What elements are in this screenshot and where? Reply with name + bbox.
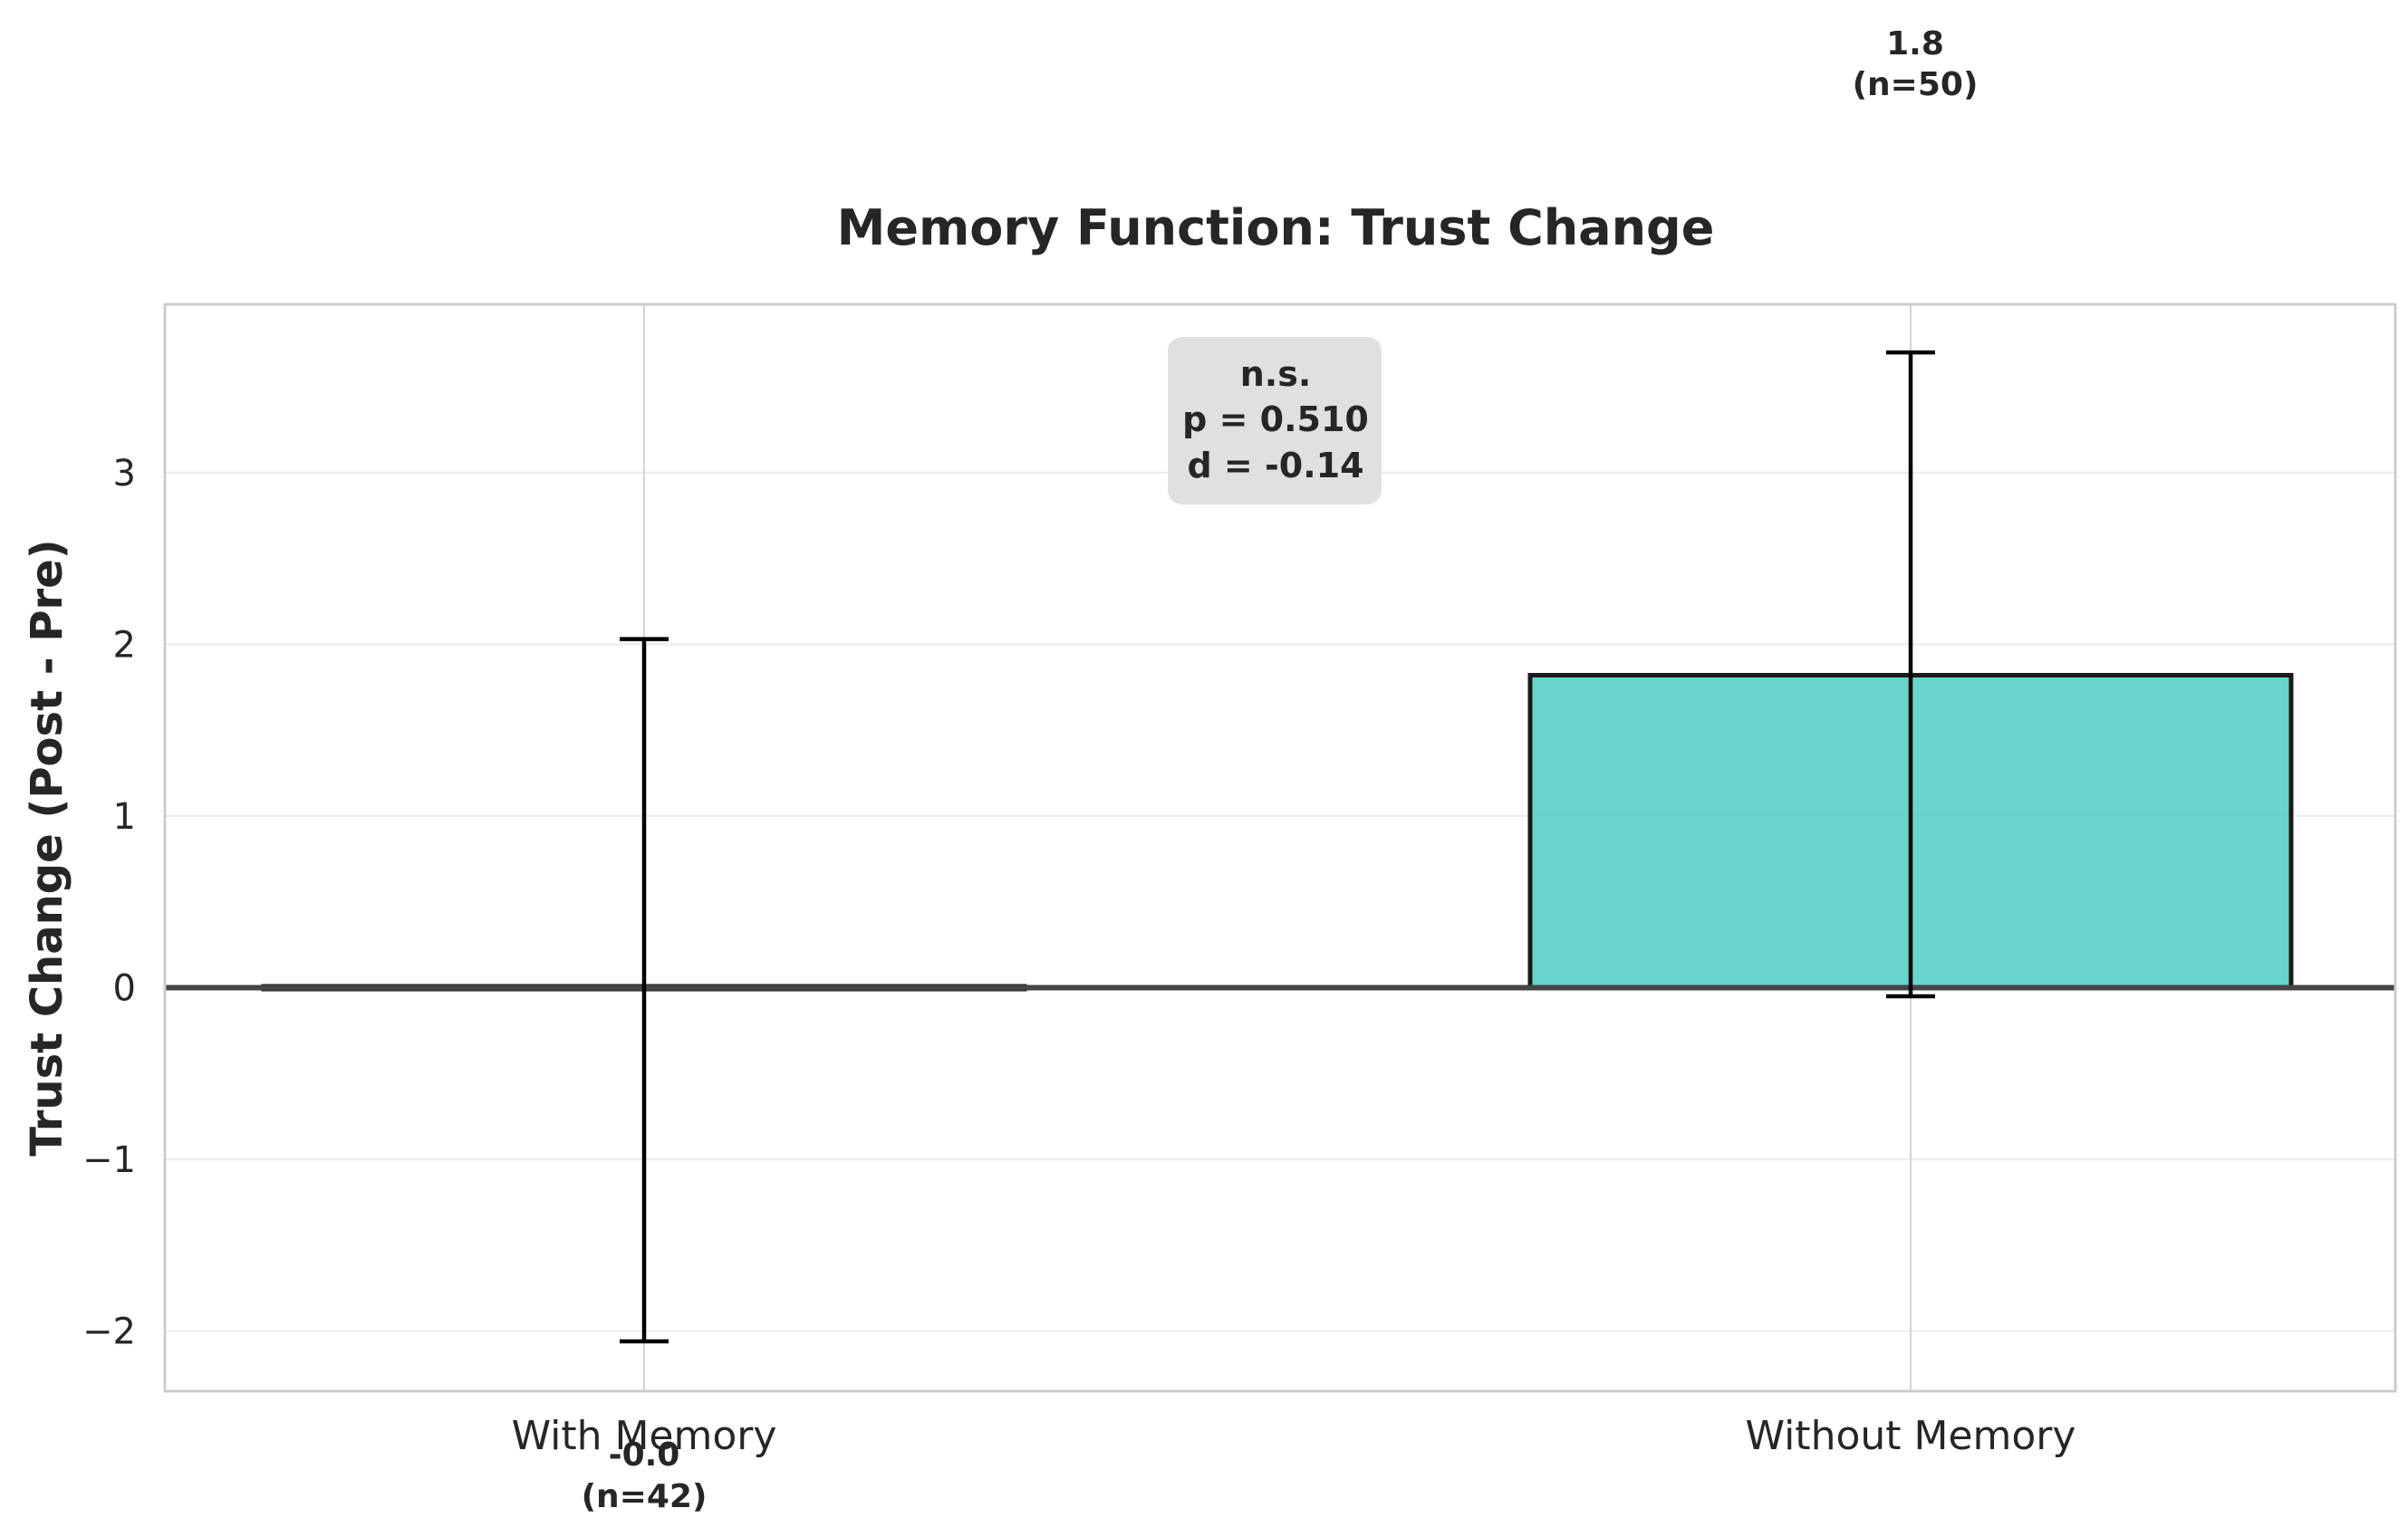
chart-title: Memory Function: Trust Change bbox=[837, 199, 1715, 256]
y-tick-label: 1 bbox=[113, 796, 136, 838]
stats-annotation-box bbox=[1168, 337, 1382, 504]
plot-frame bbox=[163, 303, 2397, 1393]
y-tick-label: 3 bbox=[113, 453, 136, 495]
n-label: (n=50) bbox=[1853, 66, 1979, 103]
y-tick-label: −2 bbox=[82, 1311, 136, 1353]
value-label: 1.8 bbox=[1886, 25, 1944, 62]
effect-size-label: d = -0.14 bbox=[1187, 446, 1363, 485]
y-axis-label: Trust Change (Post - Pre) bbox=[22, 539, 72, 1156]
y-tick-label: 2 bbox=[113, 624, 136, 666]
y-tick-label: −1 bbox=[82, 1139, 136, 1181]
x-tick-labels: With Memory Without Memory bbox=[512, 1413, 2076, 1459]
y-tick-labels: −2 −1 0 1 2 3 bbox=[82, 453, 136, 1353]
x-tick-label: Without Memory bbox=[1746, 1413, 2076, 1459]
x-tick-label: With Memory bbox=[512, 1413, 777, 1459]
bars bbox=[261, 672, 2294, 992]
p-value-label: p = 0.510 bbox=[1182, 399, 1369, 439]
value-labels: -0.0 (n=42) 1.8 (n=50) bbox=[582, 25, 1979, 1515]
error-bars bbox=[620, 350, 1935, 1344]
n-label: (n=42) bbox=[582, 1478, 708, 1515]
value-label: -0.0 bbox=[609, 1436, 680, 1474]
stats-annotation: n.s. p = 0.510 d = -0.14 bbox=[1168, 337, 1382, 504]
y-tick-label: 0 bbox=[113, 968, 136, 1010]
significance-label: n.s. bbox=[1240, 354, 1312, 394]
